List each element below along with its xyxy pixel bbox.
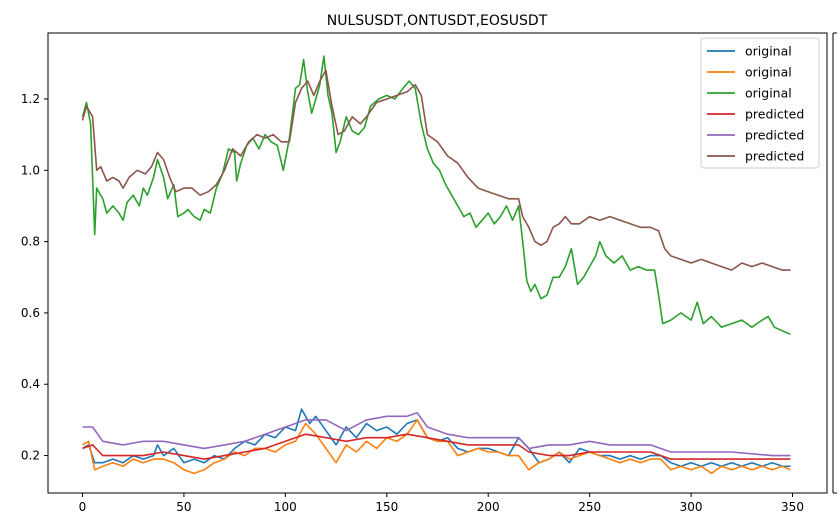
- x-tick-label: 250: [578, 500, 601, 514]
- y-tick-label: 0.4: [21, 377, 40, 391]
- plot-area: [47, 32, 828, 494]
- y-tick-label: 0.6: [21, 306, 40, 320]
- series-line-2: [82, 419, 791, 475]
- y-tick-label: 0.2: [21, 449, 40, 463]
- series-line-4: [82, 433, 791, 460]
- series-line-6: [81, 69, 791, 271]
- x-tick-label: 300: [680, 500, 703, 514]
- x-tick-label: 350: [781, 500, 804, 514]
- legend-label: predicted: [745, 107, 804, 122]
- legend-label: original: [745, 44, 792, 59]
- x-axis: 0 50 100 150 200 250 300 350: [79, 493, 804, 514]
- x-tick-label: 50: [176, 500, 191, 514]
- y-tick-label: 0.8: [21, 235, 40, 249]
- x-tick-label: 200: [477, 500, 500, 514]
- adjacent-axis-edge: [832, 32, 837, 494]
- y-tick-label: 1.0: [21, 163, 40, 177]
- legend-label: predicted: [745, 128, 804, 143]
- chart-title: NULSUSDT,ONTUSDT,EOSUSDT: [327, 13, 548, 29]
- plot-frame: [47, 32, 828, 494]
- legend-label: original: [745, 65, 792, 80]
- series-line-5: [82, 412, 791, 457]
- x-tick-label: 150: [375, 500, 398, 514]
- legend-label: original: [745, 86, 792, 101]
- x-tick-label: 0: [79, 500, 87, 514]
- x-tick-label: 100: [274, 500, 297, 514]
- legend: original original original predicted predict…: [700, 37, 820, 169]
- y-tick-label: 1.2: [21, 92, 40, 106]
- legend-label: predicted: [745, 149, 804, 164]
- y-axis: 0.2 0.4 0.6 0.8 1.0 1.2: [21, 92, 48, 463]
